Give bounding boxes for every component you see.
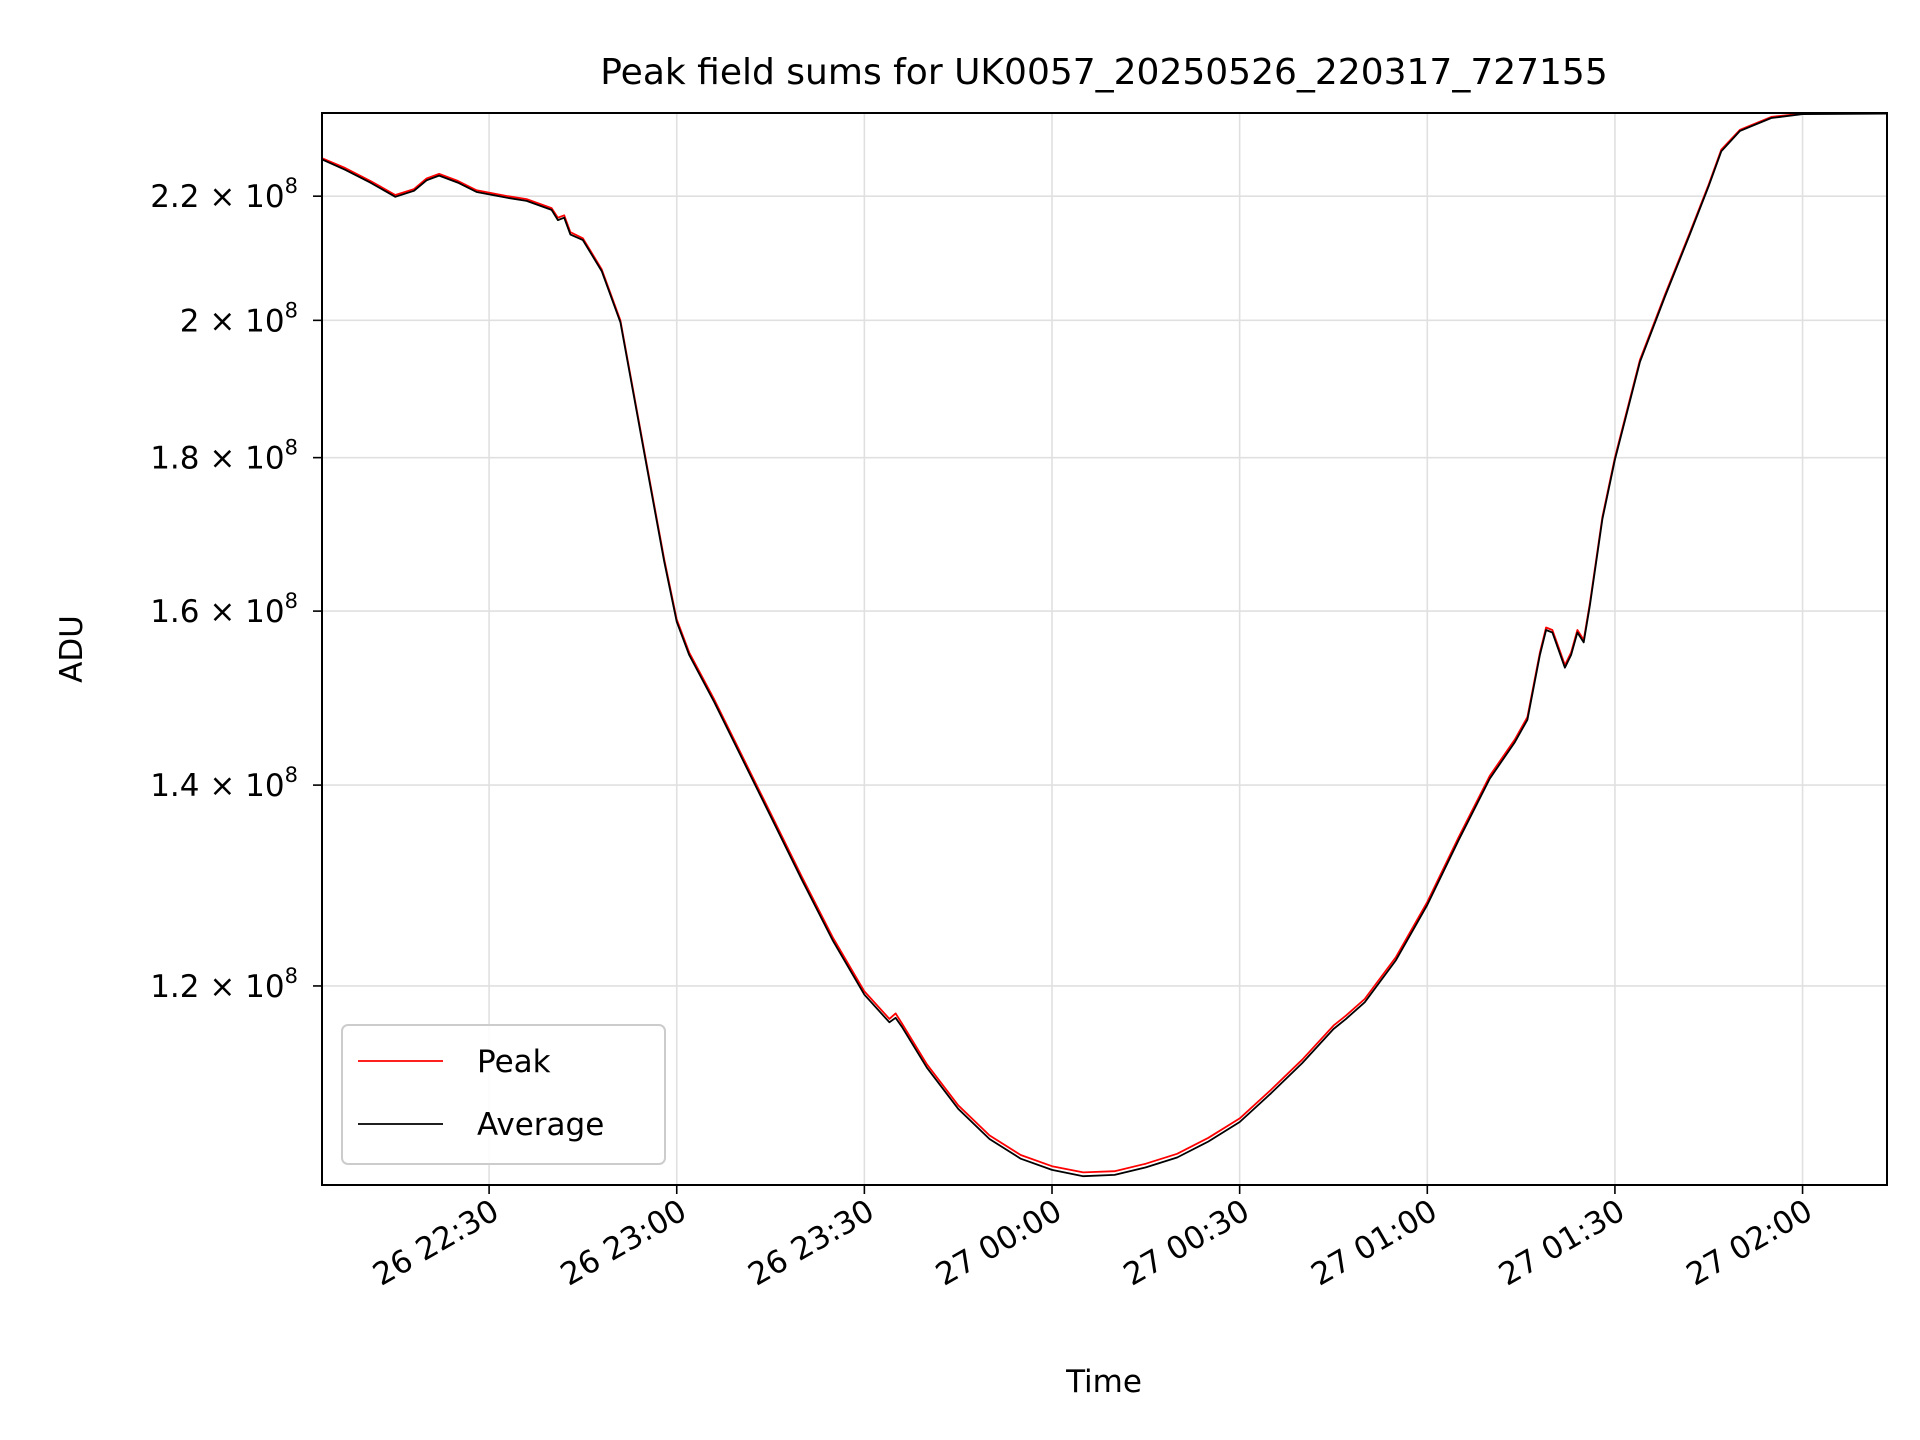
y-axis: 1.2 × 108 1.4 × 108 1.6 × 108 1.8 × 108 2 × … bbox=[150, 174, 322, 1005]
y-tick-label: 1.8 × 108 bbox=[150, 436, 298, 477]
plot-frame bbox=[321, 112, 1888, 1186]
y-tick-label: 1.6 × 108 bbox=[150, 589, 298, 630]
legend: Peak Average bbox=[341, 1024, 666, 1165]
chart-title: Peak field sums for UK0057_20250526_2203… bbox=[600, 52, 1608, 93]
legend-label: Average bbox=[477, 1107, 604, 1143]
legend-label: Peak bbox=[477, 1044, 551, 1080]
grid bbox=[322, 113, 1887, 1185]
x-axis-label: Time bbox=[1065, 1364, 1142, 1400]
y-tick-label: 2.2 × 108 bbox=[150, 174, 298, 215]
y-tick-label: 1.2 × 108 bbox=[150, 964, 298, 1005]
y-tick-label: 2 × 108 bbox=[180, 298, 298, 339]
series-line-average bbox=[321, 112, 1888, 1178]
series-layer bbox=[321, 112, 1888, 1178]
y-tick-label: 1.4 × 108 bbox=[150, 763, 298, 804]
y-axis-label: ADU bbox=[54, 615, 90, 683]
legend-box bbox=[341, 1024, 666, 1165]
